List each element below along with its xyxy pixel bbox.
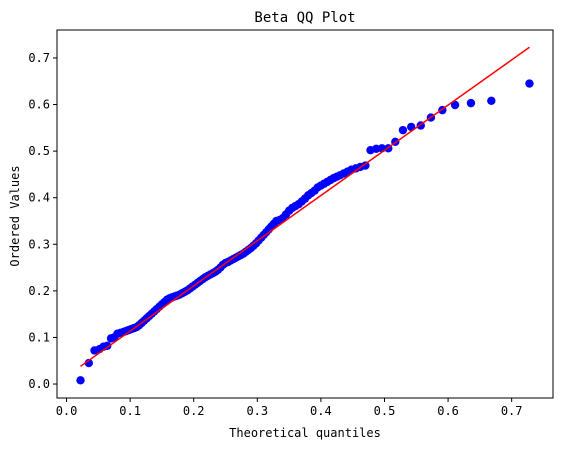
x-tick-label: 0.3 [246, 404, 268, 418]
data-point [525, 79, 534, 88]
data-point [361, 161, 370, 170]
data-point [450, 100, 460, 110]
x-axis: 0.0 0.1 0.2 0.3 0.4 0.5 0.6 0.7 [56, 398, 523, 418]
y-tick-label: 0.4 [28, 191, 50, 205]
data-point [466, 98, 476, 108]
data-point [76, 376, 85, 385]
y-tick-label: 0.3 [28, 237, 50, 251]
y-tick-label: 0.0 [28, 377, 50, 391]
x-tick-label: 0.7 [501, 404, 523, 418]
x-tick-label: 0.6 [437, 404, 459, 418]
x-axis-label: Theoretical quantiles [229, 426, 381, 440]
y-axis: 0.0 0.1 0.2 0.3 0.4 0.5 0.6 0.7 [28, 51, 57, 391]
x-tick-label: 0.2 [183, 404, 205, 418]
y-tick-label: 0.6 [28, 98, 50, 112]
y-tick-label: 0.5 [28, 144, 50, 158]
data-points [76, 79, 534, 385]
y-axis-label: Ordered Values [8, 165, 22, 266]
x-tick-label: 0.5 [374, 404, 396, 418]
plot-frame [56, 29, 554, 399]
x-tick-label: 0.0 [56, 404, 78, 418]
chart-title: Beta QQ Plot [254, 10, 355, 26]
fit-line [80, 46, 530, 367]
data-point [84, 358, 93, 368]
data-point [487, 96, 496, 106]
y-tick-label: 0.1 [28, 330, 50, 344]
y-tick-label: 0.2 [28, 284, 50, 298]
y-tick-label: 0.7 [28, 51, 50, 65]
x-tick-label: 0.1 [119, 404, 141, 418]
data-point [398, 125, 408, 135]
x-tick-label: 0.4 [310, 404, 332, 418]
